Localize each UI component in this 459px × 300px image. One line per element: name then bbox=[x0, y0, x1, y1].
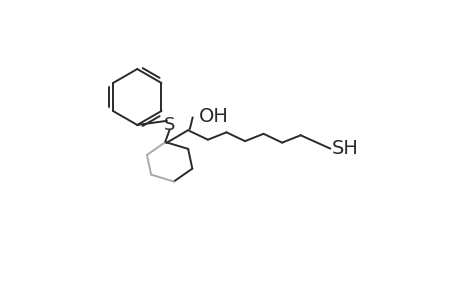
Text: S: S bbox=[163, 116, 175, 134]
Text: SH: SH bbox=[331, 139, 358, 158]
Text: OH: OH bbox=[199, 106, 229, 126]
